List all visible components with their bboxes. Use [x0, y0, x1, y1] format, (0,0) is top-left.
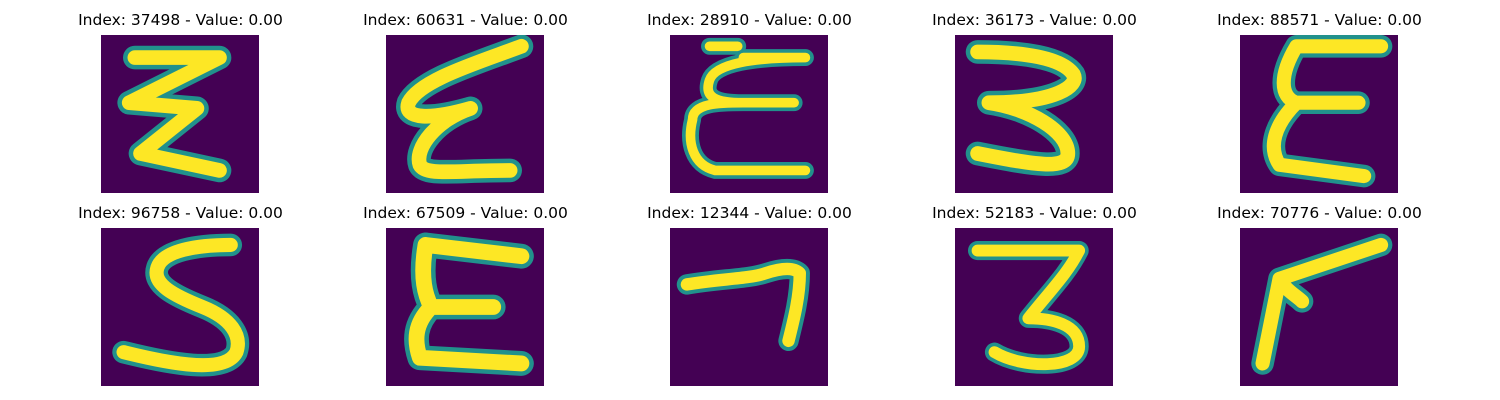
digit-glyph [967, 240, 1089, 374]
digit-glyph [682, 37, 814, 179]
digit-glyph [965, 40, 1086, 177]
panel-3: Index: 28910 - Value: 0.00 [607, 10, 892, 200]
panel-title: Index: 36173 - Value: 0.00 [932, 11, 1137, 29]
digit-image [386, 228, 544, 386]
panel-9: Index: 52183 - Value: 0.00 [892, 203, 1177, 393]
digit-image [1240, 35, 1398, 193]
panel-title: Index: 70776 - Value: 0.00 [1217, 204, 1422, 222]
digit-image [101, 228, 259, 386]
digit-glyph [676, 258, 810, 352]
digit-image [670, 35, 828, 193]
digit-image [955, 228, 1113, 386]
digit-glyph [112, 233, 249, 377]
panel-4: Index: 36173 - Value: 0.00 [892, 10, 1177, 200]
panel-8: Index: 12344 - Value: 0.00 [607, 203, 892, 393]
digit-glyph [396, 35, 534, 184]
digit-glyph [1251, 233, 1393, 375]
panel-1: Index: 37498 - Value: 0.00 [38, 10, 323, 200]
digit-glyph [117, 45, 232, 183]
digit-image [955, 35, 1113, 193]
digit-image [386, 35, 544, 193]
panel-10: Index: 70776 - Value: 0.00 [1177, 203, 1462, 393]
panel-title: Index: 52183 - Value: 0.00 [932, 204, 1137, 222]
panel-title: Index: 60631 - Value: 0.00 [363, 11, 568, 29]
panel-title: Index: 88571 - Value: 0.00 [1217, 11, 1422, 29]
panel-5: Index: 88571 - Value: 0.00 [1177, 10, 1462, 200]
panel-title: Index: 28910 - Value: 0.00 [647, 11, 852, 29]
panel-title: Index: 67509 - Value: 0.00 [363, 204, 568, 222]
panel-6: Index: 96758 - Value: 0.00 [38, 203, 323, 393]
digit-image [1240, 228, 1398, 386]
panel-title: Index: 96758 - Value: 0.00 [78, 204, 283, 222]
panel-2: Index: 60631 - Value: 0.00 [323, 10, 608, 200]
panel-7: Index: 67509 - Value: 0.00 [323, 203, 608, 393]
digit-glyph [404, 232, 534, 376]
digit-image [101, 35, 259, 193]
digit-image [670, 228, 828, 386]
panel-title: Index: 12344 - Value: 0.00 [647, 204, 852, 222]
digit-glyph [1262, 35, 1393, 188]
panel-title: Index: 37498 - Value: 0.00 [78, 11, 283, 29]
